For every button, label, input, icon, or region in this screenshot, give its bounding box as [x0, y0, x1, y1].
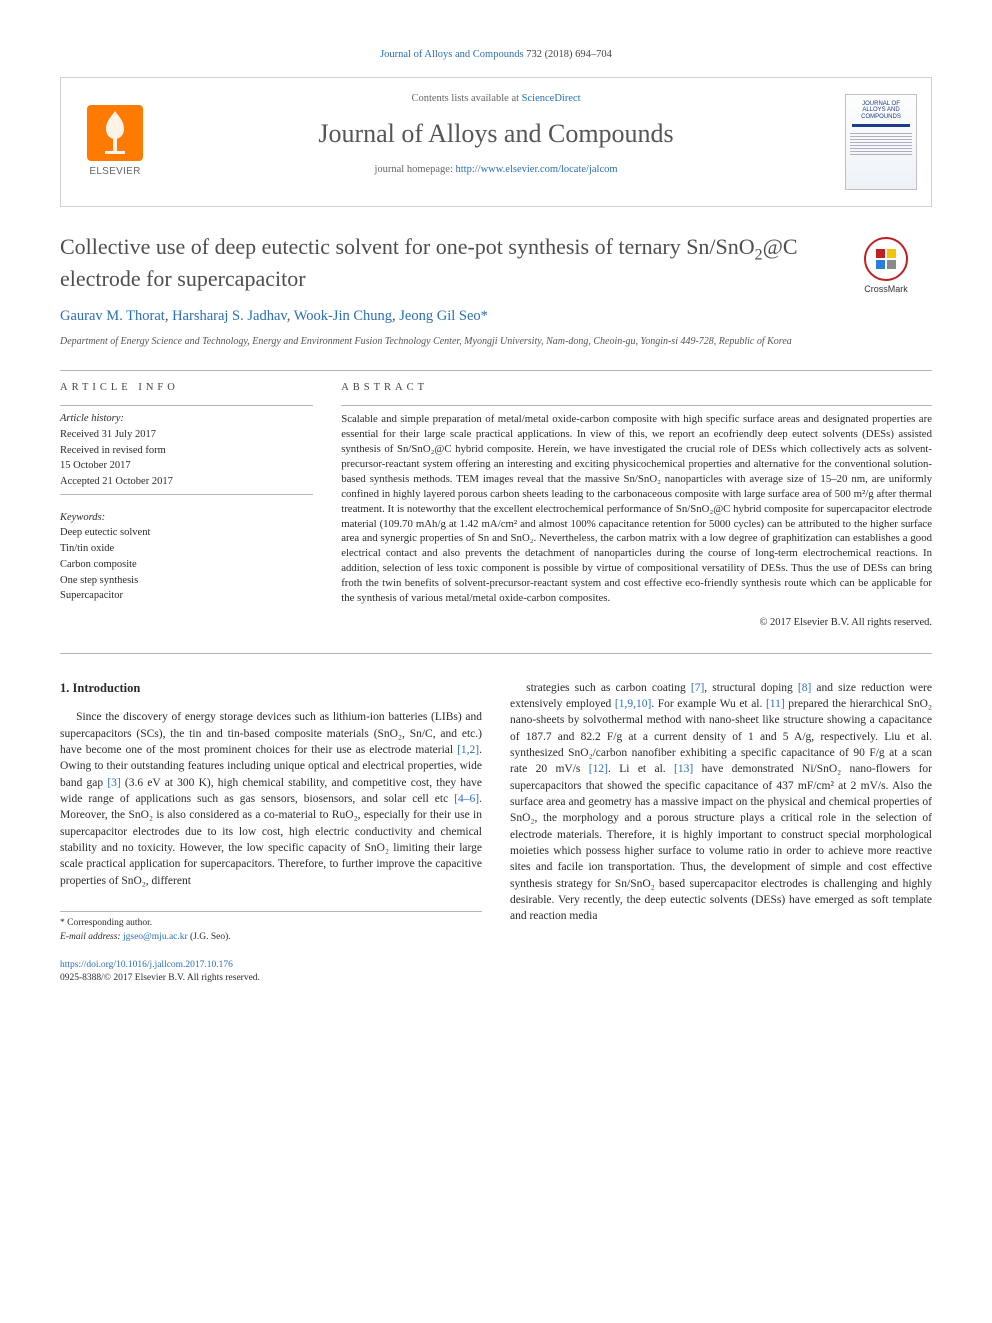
page: Journal of Alloys and Compounds 732 (201… — [0, 0, 992, 1026]
authors-line: Gaurav M. Thorat, Harsharaj S. Jadhav, W… — [60, 306, 932, 326]
history-head: Article history: — [60, 412, 313, 427]
keyword: Supercapacitor — [60, 589, 313, 604]
ref-link[interactable]: [11] — [766, 698, 785, 710]
citation-journal-link[interactable]: Journal of Alloys and Compounds — [380, 49, 524, 60]
keyword: Tin/tin oxide — [60, 542, 313, 557]
ref-link[interactable]: [7] — [691, 682, 704, 694]
divider — [60, 653, 932, 654]
author-link[interactable]: Gaurav M. Thorat — [60, 308, 165, 324]
divider — [60, 494, 313, 495]
masthead: ELSEVIER Contents lists available at Sci… — [60, 77, 932, 207]
doi-block: https://doi.org/10.1016/j.jallcom.2017.1… — [60, 959, 482, 986]
title-block: Collective use of deep eutectic solvent … — [60, 233, 932, 293]
elsevier-tree-icon — [87, 105, 143, 161]
elsevier-logo[interactable]: ELSEVIER — [75, 105, 155, 179]
journal-homepage-link[interactable]: http://www.elsevier.com/locate/jalcom — [456, 164, 618, 175]
divider — [60, 370, 932, 371]
article-title: Collective use of deep eutectic solvent … — [60, 233, 822, 293]
abstract-copyright: © 2017 Elsevier B.V. All rights reserved… — [341, 616, 932, 631]
ref-link[interactable]: [8] — [798, 682, 811, 694]
abstract-column: ABSTRACT Scalable and simple preparation… — [341, 381, 932, 631]
info-abstract-row: ARTICLE INFO Article history: Received 3… — [60, 381, 932, 631]
keyword: Deep eutectic solvent — [60, 526, 313, 541]
doi-link[interactable]: https://doi.org/10.1016/j.jallcom.2017.1… — [60, 960, 233, 970]
crossmark-label: CrossMark — [840, 283, 932, 296]
history-revised: Received in revised form — [60, 444, 313, 459]
article-info-column: ARTICLE INFO Article history: Received 3… — [60, 381, 313, 631]
keyword: Carbon composite — [60, 558, 313, 573]
crossmark-icon — [864, 237, 908, 281]
intro-paragraph: strategies such as carbon coating [7], s… — [510, 680, 932, 925]
affiliation: Department of Energy Science and Technol… — [60, 335, 932, 348]
abstract-head: ABSTRACT — [341, 381, 932, 396]
author-link[interactable]: Wook-Jin Chung — [294, 308, 392, 324]
abstract-text: Scalable and simple preparation of metal… — [341, 412, 932, 606]
ref-link[interactable]: [1,2] — [457, 744, 479, 756]
citation-line: Journal of Alloys and Compounds 732 (201… — [60, 48, 932, 63]
issn-copyright: 0925-8388/© 2017 Elsevier B.V. All right… — [60, 972, 482, 985]
email-line: E-mail address: jgseo@mju.ac.kr (J.G. Se… — [60, 931, 482, 944]
sciencedirect-link[interactable]: ScienceDirect — [522, 93, 581, 104]
contents-line: Contents lists available at ScienceDirec… — [171, 92, 821, 107]
history-revised-date: 15 October 2017 — [60, 459, 313, 474]
ref-link[interactable]: [1,9,10] — [615, 698, 651, 710]
cover-title: JOURNAL OF ALLOYS AND COMPOUNDS — [850, 101, 912, 121]
ref-link[interactable]: [12] — [589, 763, 608, 775]
divider — [341, 405, 932, 406]
body-column-left: 1. Introduction Since the discovery of e… — [60, 680, 482, 986]
journal-cover-thumb[interactable]: JOURNAL OF ALLOYS AND COMPOUNDS — [845, 94, 917, 190]
author-link[interactable]: Harsharaj S. Jadhav — [172, 308, 287, 324]
keyword: One step synthesis — [60, 574, 313, 589]
keywords-head: Keywords: — [60, 511, 313, 526]
email-link[interactable]: jgseo@mju.ac.kr — [123, 932, 188, 942]
ref-link[interactable]: [13] — [674, 763, 693, 775]
homepage-line: journal homepage: http://www.elsevier.co… — [171, 163, 821, 178]
journal-name: Journal of Alloys and Compounds — [171, 116, 821, 152]
elsevier-wordmark: ELSEVIER — [75, 165, 155, 179]
author-link[interactable]: Jeong Gil Seo — [399, 308, 480, 324]
divider — [60, 405, 313, 406]
article-info-head: ARTICLE INFO — [60, 381, 313, 396]
intro-paragraph: Since the discovery of energy storage de… — [60, 709, 482, 889]
footnotes: * Corresponding author. E-mail address: … — [60, 911, 482, 945]
history-accepted: Accepted 21 October 2017 — [60, 475, 313, 490]
section-heading: 1. Introduction — [60, 680, 482, 698]
body-column-right: strategies such as carbon coating [7], s… — [510, 680, 932, 986]
citation-volume: 732 (2018) 694–704 — [526, 49, 612, 60]
crossmark-badge[interactable]: CrossMark — [840, 237, 932, 296]
body-columns: 1. Introduction Since the discovery of e… — [60, 680, 932, 986]
history-received: Received 31 July 2017 — [60, 428, 313, 443]
ref-link[interactable]: [3] — [107, 777, 120, 789]
corresponding-note: * Corresponding author. — [60, 917, 482, 930]
corresponding-mark: * — [481, 308, 488, 324]
ref-link[interactable]: [4–6] — [454, 793, 479, 805]
